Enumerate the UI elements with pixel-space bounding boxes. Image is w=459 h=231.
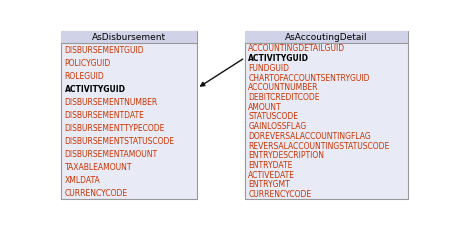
Text: CURRENCYCODE: CURRENCYCODE	[64, 188, 127, 197]
Text: FUNDGUID: FUNDGUID	[247, 64, 289, 73]
Text: DISBURSEMENTTYPECODE: DISBURSEMENTTYPECODE	[64, 123, 164, 132]
Text: ENTRYDATE: ENTRYDATE	[247, 160, 292, 169]
Text: ROLEGUID: ROLEGUID	[64, 72, 104, 81]
Text: DEBITCREDITCODE: DEBITCREDITCODE	[247, 93, 319, 102]
Text: ACTIVITYGUID: ACTIVITYGUID	[247, 54, 308, 63]
Text: XMLDATA: XMLDATA	[64, 175, 100, 184]
Text: ACTIVITYGUID: ACTIVITYGUID	[64, 85, 125, 94]
Bar	[245, 32, 407, 44]
Text: DOREVERSALACCOUNTINGFLAG: DOREVERSALACCOUNTINGFLAG	[247, 131, 370, 140]
Text: CHARTOFACCOUNTSENTRYGUID: CHARTOFACCOUNTSENTRYGUID	[247, 73, 369, 82]
Bar	[245, 32, 407, 199]
Text: AMOUNT: AMOUNT	[247, 102, 281, 111]
Text: DISBURSEMENTDATE: DISBURSEMENTDATE	[64, 110, 144, 119]
Text: ACCOUNTINGDETAILGUID: ACCOUNTINGDETAILGUID	[247, 44, 345, 53]
Text: AsAccoutingDetail: AsAccoutingDetail	[285, 33, 367, 42]
Text: REVERSALACCOUNTINGSTATUSCODE: REVERSALACCOUNTINGSTATUSCODE	[247, 141, 389, 150]
Text: DISBURSEMENTSTATUSCODE: DISBURSEMENTSTATUSCODE	[64, 136, 174, 145]
Text: POLICYGUID: POLICYGUID	[64, 59, 111, 68]
Text: ENTRYGMT: ENTRYGMT	[247, 180, 289, 189]
Text: TAXABLEAMOUNT: TAXABLEAMOUNT	[64, 162, 132, 171]
Text: CURRENCYCODE: CURRENCYCODE	[247, 189, 311, 198]
Bar	[61, 32, 196, 44]
Bar	[61, 32, 196, 199]
Text: ACCOUNTNUMBER: ACCOUNTNUMBER	[247, 83, 318, 92]
Text: AsDisbursement: AsDisbursement	[92, 33, 166, 42]
Text: DISBURSEMENTNUMBER: DISBURSEMENTNUMBER	[64, 97, 157, 106]
Text: DISBURSEMENTGUID: DISBURSEMENTGUID	[64, 46, 144, 55]
Text: DISBURSEMENTAMOUNT: DISBURSEMENTAMOUNT	[64, 149, 157, 158]
Text: STATUSCODE: STATUSCODE	[247, 112, 297, 121]
Text: ACTIVEDATE: ACTIVEDATE	[247, 170, 295, 179]
Text: ENTRYDESCRIPTION: ENTRYDESCRIPTION	[247, 151, 324, 160]
Text: GAINLOSSFLAG: GAINLOSSFLAG	[247, 122, 306, 131]
